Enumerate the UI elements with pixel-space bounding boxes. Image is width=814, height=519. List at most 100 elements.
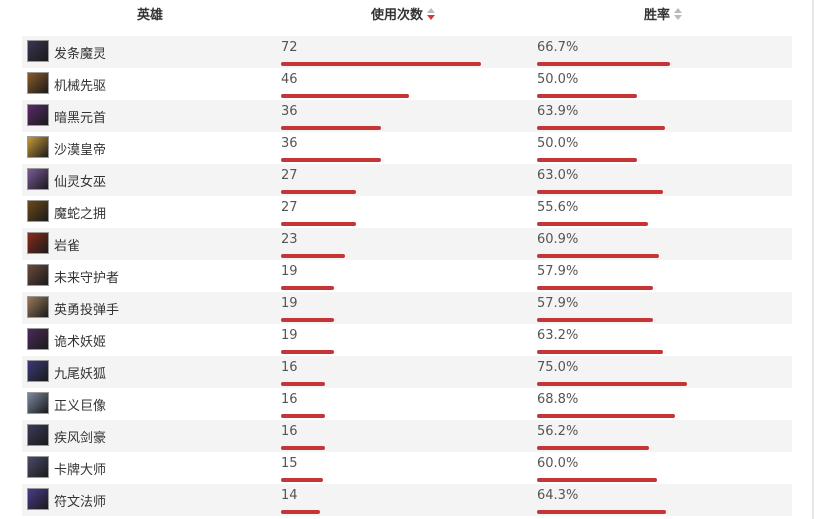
- hero-name[interactable]: 正义巨像: [54, 399, 107, 414]
- winrate-value: 50.0%: [537, 72, 579, 87]
- hero-name[interactable]: 九尾妖狐: [54, 367, 107, 382]
- sort-desc-icon[interactable]: [427, 8, 436, 20]
- usage-bar: [281, 478, 323, 482]
- table-row[interactable]: 发条魔灵 72 66.7%: [22, 36, 792, 68]
- hero-name[interactable]: 诡术妖姬: [54, 335, 107, 350]
- usage-bar: [281, 62, 481, 66]
- winrate-value: 68.8%: [537, 392, 579, 407]
- hero-name[interactable]: 符文法师: [54, 495, 107, 510]
- deceiver-portrait-icon[interactable]: [27, 328, 49, 350]
- table-row[interactable]: 正义巨像 16 68.8%: [22, 388, 792, 420]
- winrate-value: 63.9%: [537, 104, 579, 119]
- winrate-value: 57.9%: [537, 264, 579, 279]
- usage-bar: [281, 190, 356, 194]
- winrate-value: 50.0%: [537, 136, 579, 151]
- table-row[interactable]: 符文法师 14 64.3%: [22, 484, 792, 516]
- desert-emperor-portrait-icon[interactable]: [27, 136, 49, 158]
- hero-name[interactable]: 英勇投弹手: [54, 303, 120, 318]
- winrate-bar: [537, 318, 653, 322]
- winrate-value: 63.2%: [537, 328, 579, 343]
- winrate-bar: [537, 190, 663, 194]
- colossus-portrait-icon[interactable]: [27, 392, 49, 414]
- winrate-value: 57.9%: [537, 296, 579, 311]
- winrate-bar: [537, 222, 648, 226]
- winrate-bar: [537, 382, 687, 386]
- winrate-bar: [537, 446, 649, 450]
- usage-count: 27: [281, 168, 298, 183]
- table-row[interactable]: 机械先驱 46 50.0%: [22, 68, 792, 100]
- swordsman-portrait-icon[interactable]: [27, 424, 49, 446]
- table-row[interactable]: 诡术妖姬 19 63.2%: [22, 324, 792, 356]
- future-guardian-portrait-icon[interactable]: [27, 264, 49, 286]
- winrate-value: 55.6%: [537, 200, 579, 215]
- winrate-bar: [537, 158, 637, 162]
- scrollbar-edge: [812, 0, 814, 519]
- winrate-bar: [537, 510, 666, 514]
- winrate-bar: [537, 94, 637, 98]
- hero-name[interactable]: 沙漠皇帝: [54, 143, 107, 158]
- clockwork-portrait-icon[interactable]: [27, 40, 49, 62]
- winrate-value: 64.3%: [537, 488, 579, 503]
- nine-tailed-fox-portrait-icon[interactable]: [27, 360, 49, 382]
- winrate-bar: [537, 286, 653, 290]
- usage-bar: [281, 318, 334, 322]
- usage-bar: [281, 446, 325, 450]
- rune-mage-portrait-icon[interactable]: [27, 488, 49, 510]
- hero-stats-table: 发条魔灵 72 66.7% 机械先驱 46 50.0% 暗黑元首 36 63.9% 沙漠皇帝 36 5…: [22, 36, 792, 516]
- winrate-value: 66.7%: [537, 40, 579, 55]
- hero-name[interactable]: 仙灵女巫: [54, 175, 107, 190]
- usage-count: 72: [281, 40, 298, 55]
- usage-count: 19: [281, 264, 298, 279]
- hero-column-header: 英雄: [137, 8, 164, 23]
- usage-count: 23: [281, 232, 298, 247]
- fae-sorceress-portrait-icon[interactable]: [27, 168, 49, 190]
- usage-bar: [281, 222, 356, 226]
- hero-name[interactable]: 发条魔灵: [54, 47, 107, 62]
- usage-bar: [281, 382, 325, 386]
- hero-name[interactable]: 未来守护者: [54, 271, 120, 286]
- usage-count: 16: [281, 424, 298, 439]
- winrate-bar: [537, 414, 675, 418]
- winrate-value: 60.9%: [537, 232, 579, 247]
- hero-name[interactable]: 机械先驱: [54, 79, 107, 94]
- usage-bar: [281, 350, 334, 354]
- usage-count: 19: [281, 296, 298, 311]
- table-row[interactable]: 暗黑元首 36 63.9%: [22, 100, 792, 132]
- table-row[interactable]: 卡牌大师 15 60.0%: [22, 452, 792, 484]
- serpent-portrait-icon[interactable]: [27, 200, 49, 222]
- hero-name[interactable]: 疾风剑豪: [54, 431, 107, 446]
- usage-column-header[interactable]: 使用次数: [371, 4, 436, 23]
- usage-bar: [281, 510, 320, 514]
- usage-bar: [281, 254, 345, 258]
- winrate-column-header[interactable]: 胜率: [644, 4, 683, 23]
- usage-bar: [281, 414, 325, 418]
- usage-count: 15: [281, 456, 298, 471]
- usage-count: 14: [281, 488, 298, 503]
- mech-portrait-icon[interactable]: [27, 72, 49, 94]
- winrate-value: 60.0%: [537, 456, 579, 471]
- card-master-portrait-icon[interactable]: [27, 456, 49, 478]
- table-row[interactable]: 沙漠皇帝 36 50.0%: [22, 132, 792, 164]
- bomber-portrait-icon[interactable]: [27, 296, 49, 318]
- winrate-value: 56.2%: [537, 424, 579, 439]
- usage-bar: [281, 126, 381, 130]
- hero-name[interactable]: 岩雀: [54, 239, 81, 254]
- winrate-value: 75.0%: [537, 360, 579, 375]
- rock-weaver-portrait-icon[interactable]: [27, 232, 49, 254]
- table-row[interactable]: 魔蛇之拥 27 55.6%: [22, 196, 792, 228]
- table-row[interactable]: 岩雀 23 60.9%: [22, 228, 792, 260]
- table-row[interactable]: 九尾妖狐 16 75.0%: [22, 356, 792, 388]
- dark-sovereign-portrait-icon[interactable]: [27, 104, 49, 126]
- table-header: 英雄 使用次数 胜率: [0, 0, 814, 30]
- usage-count: 16: [281, 392, 298, 407]
- table-row[interactable]: 仙灵女巫 27 63.0%: [22, 164, 792, 196]
- table-row[interactable]: 英勇投弹手 19 57.9%: [22, 292, 792, 324]
- usage-count: 16: [281, 360, 298, 375]
- table-row[interactable]: 未来守护者 19 57.9%: [22, 260, 792, 292]
- hero-name[interactable]: 卡牌大师: [54, 463, 107, 478]
- table-row[interactable]: 疾风剑豪 16 56.2%: [22, 420, 792, 452]
- sort-icon[interactable]: [674, 8, 683, 20]
- usage-count: 46: [281, 72, 298, 87]
- hero-name[interactable]: 魔蛇之拥: [54, 207, 107, 222]
- hero-name[interactable]: 暗黑元首: [54, 111, 107, 126]
